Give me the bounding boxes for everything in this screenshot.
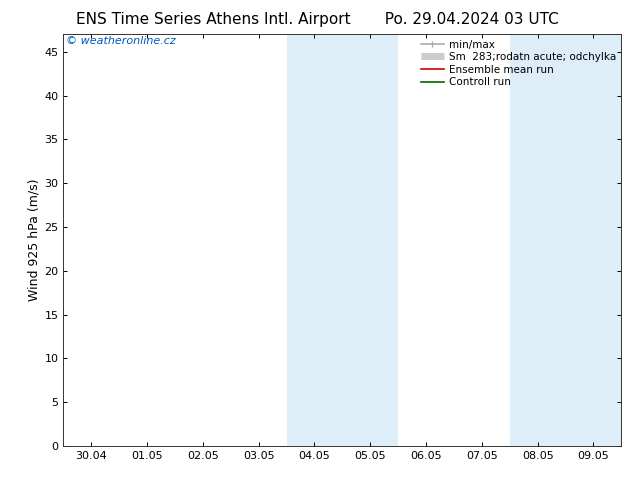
Bar <box>510 34 621 446</box>
Bar <box>287 34 398 446</box>
Legend: min/max, Sm  283;rodatn acute; odchylka, Ensemble mean run, Controll run: min/max, Sm 283;rodatn acute; odchylka, … <box>418 37 618 89</box>
Text: ENS Time Series Athens Intl. Airport       Po. 29.04.2024 03 UTC: ENS Time Series Athens Intl. Airport Po.… <box>75 12 559 27</box>
Y-axis label: Wind 925 hPa (m/s): Wind 925 hPa (m/s) <box>27 179 40 301</box>
Text: © weatheronline.cz: © weatheronline.cz <box>66 36 176 47</box>
